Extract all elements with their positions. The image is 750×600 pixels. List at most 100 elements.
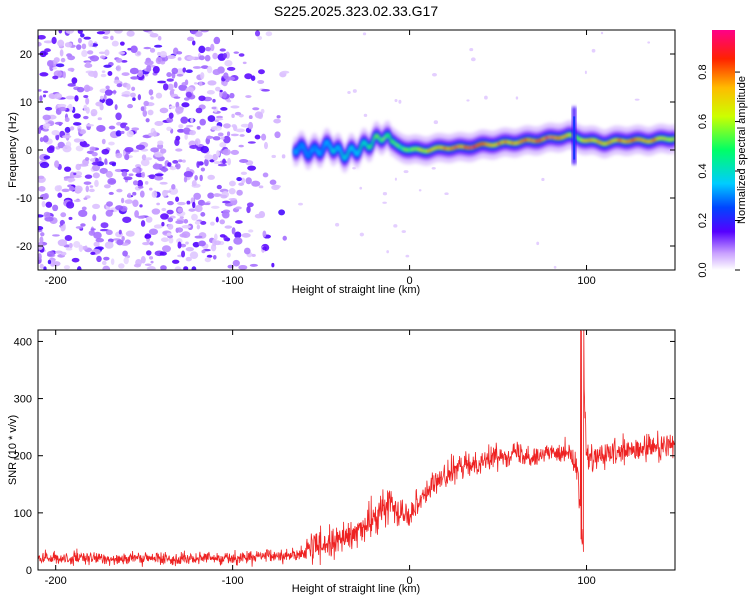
noise-blob	[175, 163, 181, 170]
ridge-cell	[425, 149, 428, 153]
noise-blob	[42, 114, 51, 121]
noise-blob	[241, 177, 246, 184]
noise-blob	[96, 124, 106, 132]
noise-blob	[54, 121, 64, 125]
ridge-cell	[330, 148, 333, 152]
noise-blob	[102, 35, 109, 40]
noise-blob	[204, 54, 211, 62]
noise-blob	[120, 197, 125, 204]
ridge-cell	[626, 139, 629, 144]
noise-blob	[196, 224, 201, 230]
noise-blob	[60, 225, 66, 232]
ridge-cell	[319, 151, 322, 156]
ridge-cell	[555, 136, 558, 140]
ridge-cell	[547, 135, 550, 139]
noise-blob	[444, 192, 449, 196]
noise-blob	[145, 157, 153, 161]
noise-blob	[44, 216, 54, 222]
ridge-cell	[306, 153, 309, 157]
ridge-cell	[657, 136, 660, 141]
noise-blob	[57, 103, 67, 108]
ridge-cell	[299, 143, 302, 148]
noise-blob	[230, 105, 240, 109]
noise-blob	[176, 73, 184, 77]
noise-blob	[61, 188, 70, 193]
noise-blob	[149, 241, 154, 246]
noise-blob	[39, 263, 44, 269]
ridge-cell	[470, 145, 473, 150]
noise-blob	[73, 175, 82, 178]
noise-blob	[194, 204, 203, 213]
noise-blob	[77, 37, 82, 44]
noise-blob	[62, 145, 72, 153]
noise-blob	[54, 185, 62, 192]
ridge-cell	[585, 139, 588, 143]
spectrogram-y-tick-label: -10	[16, 193, 32, 205]
noise-blob	[58, 30, 63, 34]
noise-blob	[118, 263, 125, 269]
noise-blob	[177, 241, 182, 249]
ridge-cell	[530, 138, 533, 142]
noise-blob	[262, 230, 267, 238]
ridge-cell	[467, 146, 471, 150]
ridge-cell	[370, 143, 373, 148]
noise-blob	[224, 60, 233, 67]
noise-blob	[55, 133, 60, 141]
noise-blob	[212, 69, 221, 76]
noise-blob	[149, 256, 154, 260]
ridge-cell	[438, 145, 441, 150]
ridge-cell	[397, 144, 400, 148]
noise-blob	[223, 123, 231, 129]
noise-blob	[144, 234, 151, 239]
noise-blob	[207, 115, 216, 123]
noise-blob	[67, 55, 76, 61]
noise-blob	[120, 168, 130, 173]
noise-blob	[103, 256, 110, 261]
noise-blob	[115, 205, 124, 211]
noise-blob	[231, 124, 237, 128]
noise-blob	[234, 111, 242, 116]
noise-blob	[155, 92, 163, 99]
noise-blob	[101, 70, 106, 73]
noise-blob	[73, 241, 81, 248]
noise-blob	[127, 192, 132, 199]
noise-blob	[93, 241, 100, 247]
noise-blob	[634, 98, 640, 101]
noise-blob	[167, 54, 176, 59]
noise-blob	[228, 180, 236, 187]
noise-blob	[198, 45, 206, 54]
noise-blob	[180, 116, 189, 124]
noise-blob	[172, 160, 179, 164]
noise-blob	[108, 191, 114, 195]
ridge-cell	[525, 138, 529, 142]
snr-ticks: -200 -100 0 100 0 100 200 300 400	[14, 330, 675, 587]
colorbar-tick-label: 0.0	[697, 262, 709, 277]
noise-blob	[83, 84, 91, 93]
noise-blob	[219, 90, 223, 98]
ridge-cell	[511, 141, 514, 145]
noise-blobs	[38, 30, 651, 270]
noise-blob	[60, 212, 67, 218]
noise-blob	[198, 81, 203, 87]
noise-blob	[139, 190, 145, 198]
noise-blob	[156, 202, 160, 206]
noise-blob	[382, 192, 388, 196]
ridge-cell	[514, 141, 517, 145]
ridge-cell	[591, 138, 594, 142]
noise-blob	[352, 89, 357, 93]
noise-blob	[246, 202, 254, 208]
spectrogram-x-tick-label: 0	[407, 275, 413, 287]
noise-blob	[120, 60, 128, 63]
noise-blob	[83, 36, 91, 40]
ridge-cell	[608, 140, 611, 145]
noise-blob	[91, 113, 96, 117]
noise-blob	[160, 237, 169, 243]
noise-blob	[68, 216, 73, 220]
snr-y-tick-label: 300	[14, 394, 32, 406]
ridge-cell	[347, 149, 350, 154]
noise-blob	[101, 148, 110, 155]
noise-blob	[160, 60, 166, 65]
snr-y-tick-label: 0	[26, 565, 32, 577]
noise-blob	[125, 230, 135, 237]
